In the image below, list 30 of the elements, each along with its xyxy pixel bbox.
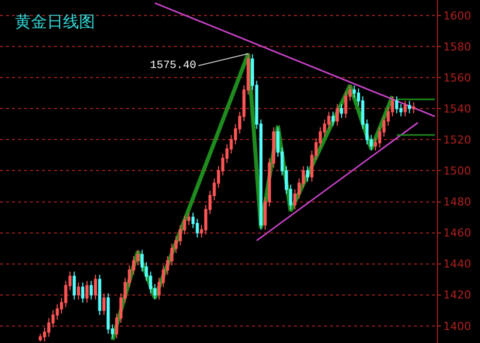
y-tick-label: 1520 — [443, 134, 472, 147]
candlestick — [306, 166, 310, 182]
y-tick-label: 1540 — [443, 102, 472, 116]
candlestick — [102, 292, 106, 316]
y-tick-label: 1420 — [443, 288, 472, 302]
candlestick — [412, 102, 416, 114]
y-tick-label: 1500 — [443, 164, 472, 178]
candlestick — [395, 96, 398, 114]
y-tick-label: 1600 — [443, 9, 472, 22]
y-tick-label: 1460 — [443, 226, 472, 240]
candlestick — [336, 103, 339, 126]
candlestick — [85, 280, 89, 304]
y-tick-label: 1580 — [443, 40, 472, 54]
annotation: 1575.40 — [150, 60, 196, 72]
candlestick — [72, 271, 76, 300]
y-tick-label: 1480 — [443, 196, 472, 209]
candlestick — [332, 111, 335, 126]
candlestick — [404, 100, 407, 117]
y-tick-label: 1560 — [443, 71, 472, 84]
candlestick — [106, 292, 110, 334]
candlestick — [340, 103, 344, 118]
candlestick — [408, 100, 411, 114]
candlestick — [76, 282, 80, 300]
candlestick — [81, 282, 84, 304]
text: 黄金日线图 — [15, 12, 95, 31]
candlestick — [90, 280, 93, 300]
candlestick — [98, 274, 102, 316]
y-tick-label: 1400 — [443, 320, 472, 333]
y-tick-label: 1440 — [443, 258, 472, 271]
candlestick — [94, 274, 97, 300]
